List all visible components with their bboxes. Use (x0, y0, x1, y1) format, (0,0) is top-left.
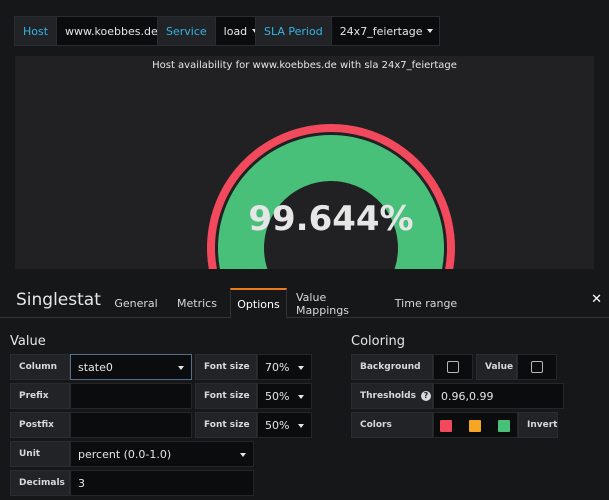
column-select-value: state0 (78, 360, 113, 374)
variable-bar: Host www.koebbes.de Service load SLA Per… (0, 0, 609, 52)
value-section-title: Value (10, 334, 46, 349)
tab-options[interactable]: Options (230, 288, 287, 319)
tab-general[interactable]: General (114, 297, 158, 310)
color-swatches (433, 412, 518, 438)
thresholds-label: Thresholds ? (351, 383, 433, 409)
font-size-select[interactable]: 70% (257, 354, 312, 380)
unit-select-value: percent (0.0-1.0) (78, 447, 172, 461)
font-size-select-value: 70% (265, 360, 290, 374)
service-variable[interactable]: Service load (157, 16, 266, 46)
sla-period-variable[interactable]: SLA Period 24x7_feiertage (255, 16, 441, 46)
background-label: Background (351, 354, 433, 380)
prefix-font-size-value: 50% (265, 389, 290, 403)
prefix-font-size-label: Font size (195, 383, 257, 409)
editor-title: Singlestat (16, 290, 101, 310)
prefix-label: Prefix (10, 383, 70, 409)
column-select[interactable]: state0 (70, 354, 192, 380)
background-checkbox-box[interactable] (433, 354, 473, 380)
gauge-threshold-bad-arc (207, 124, 455, 269)
host-variable[interactable]: Host www.koebbes.de (14, 16, 176, 46)
unit-select[interactable]: percent (0.0-1.0) (70, 441, 254, 467)
singlestat-panel: Host availability for www.koebbes.de wit… (15, 56, 594, 269)
postfix-label: Postfix (10, 412, 70, 438)
host-variable-dropdown[interactable]: www.koebbes.de (57, 16, 176, 46)
service-variable-value: load (223, 24, 248, 38)
invert-button[interactable]: Invert (518, 412, 558, 438)
value-color-label: Value (476, 354, 517, 380)
sla-period-variable-dropdown[interactable]: 24x7_feiertage (331, 16, 441, 46)
postfix-font-size-select[interactable]: 50% (257, 412, 312, 438)
decimals-label: Decimals (10, 470, 70, 496)
postfix-font-size-label: Font size (195, 412, 257, 438)
value-checkbox-box[interactable] (517, 354, 557, 380)
tab-metrics[interactable]: Metrics (177, 297, 217, 310)
postfix-font-size-value: 50% (265, 418, 290, 432)
colors-label: Colors (351, 412, 433, 438)
coloring-section-title: Coloring (351, 334, 406, 349)
chevron-down-icon (427, 29, 434, 33)
chevron-down-icon (240, 453, 246, 457)
color-swatch-ok[interactable] (498, 420, 510, 432)
color-swatch-bad[interactable] (440, 420, 452, 432)
chevron-down-icon (298, 395, 304, 399)
unit-label: Unit (10, 441, 70, 467)
value-checkbox[interactable] (531, 361, 543, 373)
sla-period-variable-value: 24x7_feiertage (339, 24, 423, 38)
chevron-down-icon (298, 424, 304, 428)
gauge-value-arc (218, 135, 444, 269)
panel-editor-header: Singlestat General Metrics Options Value… (0, 282, 609, 319)
tab-time-range[interactable]: Time range (394, 297, 458, 310)
host-variable-label: Host (14, 16, 58, 46)
service-variable-label: Service (157, 16, 216, 46)
panel-title[interactable]: Host availability for www.koebbes.de wit… (152, 60, 457, 71)
gauge-value-text: 99.644% (248, 199, 413, 239)
close-icon[interactable]: ✕ (591, 292, 602, 307)
font-size-label: Font size (195, 354, 257, 380)
help-icon[interactable]: ? (420, 391, 431, 401)
color-swatch-warn[interactable] (469, 420, 481, 432)
tab-value-mappings[interactable]: Value Mappings (296, 290, 349, 317)
decimals-input[interactable]: 3 (70, 470, 254, 496)
background-checkbox[interactable] (447, 361, 459, 373)
column-label: Column (10, 354, 70, 380)
gauge: 99.644% (207, 124, 455, 269)
chevron-down-icon (298, 366, 304, 370)
prefix-input[interactable] (70, 383, 192, 409)
host-variable-value: www.koebbes.de (65, 24, 158, 38)
chevron-down-icon (178, 366, 184, 370)
prefix-font-size-select[interactable]: 50% (257, 383, 312, 409)
sla-period-variable-label: SLA Period (255, 16, 332, 46)
thresholds-label-text: Thresholds (360, 391, 416, 401)
thresholds-input[interactable]: 0.96,0.99 (433, 383, 564, 409)
postfix-input[interactable] (70, 412, 192, 438)
